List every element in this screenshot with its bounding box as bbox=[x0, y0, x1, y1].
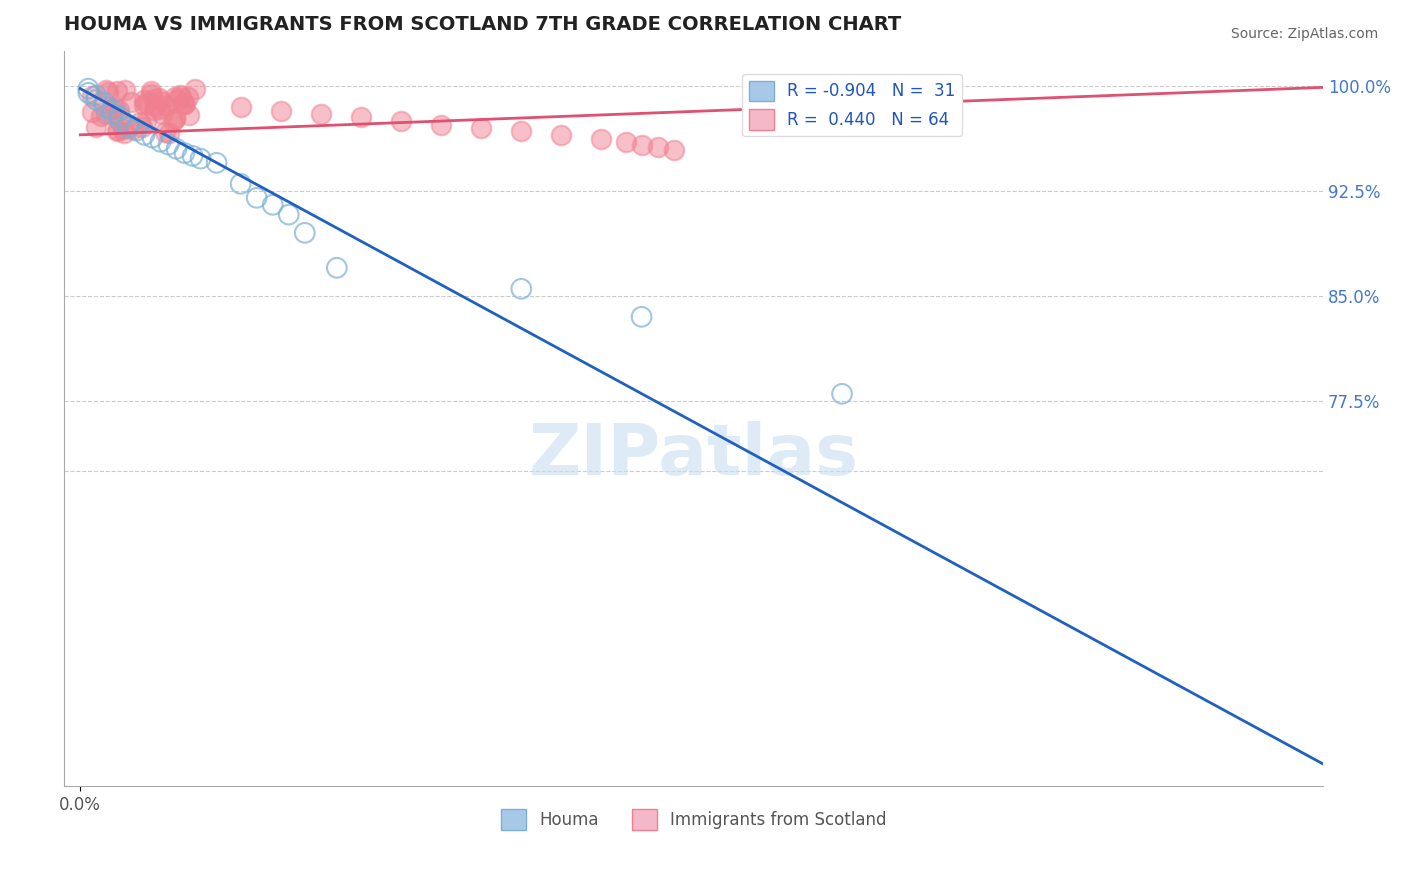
Point bbox=[294, 226, 316, 240]
Point bbox=[134, 98, 156, 112]
Point bbox=[135, 96, 157, 111]
Point bbox=[104, 101, 127, 115]
Point bbox=[163, 111, 186, 125]
Point bbox=[172, 95, 194, 110]
Point bbox=[181, 149, 204, 163]
Point bbox=[647, 140, 669, 154]
Point bbox=[173, 146, 195, 161]
Point bbox=[326, 260, 349, 275]
Point bbox=[831, 386, 853, 401]
Point bbox=[246, 191, 269, 205]
Point bbox=[170, 90, 193, 104]
Point bbox=[591, 132, 613, 146]
Point bbox=[131, 120, 153, 134]
Point bbox=[177, 108, 200, 122]
Point bbox=[550, 128, 572, 142]
Point bbox=[114, 83, 136, 97]
Point bbox=[184, 81, 207, 95]
Point bbox=[110, 110, 132, 124]
Point bbox=[162, 113, 184, 128]
Text: ZIPatlas: ZIPatlas bbox=[529, 420, 859, 490]
Point bbox=[84, 93, 107, 107]
Point bbox=[96, 82, 118, 96]
Point bbox=[84, 120, 107, 134]
Point bbox=[165, 93, 187, 107]
Point bbox=[77, 86, 100, 100]
Point bbox=[90, 109, 112, 123]
Point bbox=[82, 89, 104, 103]
Point bbox=[148, 91, 170, 105]
Point bbox=[93, 95, 115, 110]
Point bbox=[134, 128, 156, 142]
Point bbox=[614, 135, 637, 149]
Point bbox=[177, 89, 200, 103]
Point bbox=[430, 118, 453, 132]
Point bbox=[112, 126, 135, 140]
Point bbox=[112, 122, 135, 136]
Point bbox=[148, 102, 170, 116]
Point bbox=[169, 88, 191, 103]
Point bbox=[105, 124, 128, 138]
Point bbox=[165, 89, 187, 103]
Point bbox=[510, 123, 533, 137]
Point bbox=[129, 114, 152, 128]
Point bbox=[149, 135, 172, 149]
Point bbox=[150, 94, 173, 108]
Point bbox=[166, 142, 188, 156]
Point bbox=[350, 110, 373, 124]
Legend: Houma, Immigrants from Scotland: Houma, Immigrants from Scotland bbox=[494, 803, 893, 836]
Point bbox=[117, 120, 139, 135]
Point bbox=[270, 103, 292, 118]
Point bbox=[139, 87, 162, 101]
Point bbox=[205, 156, 228, 170]
Point bbox=[173, 96, 195, 111]
Point bbox=[82, 105, 104, 120]
Point bbox=[157, 137, 180, 152]
Point bbox=[277, 208, 299, 222]
Point bbox=[77, 81, 100, 95]
Point bbox=[163, 112, 186, 126]
Point bbox=[105, 84, 128, 98]
Point bbox=[662, 143, 685, 157]
Point bbox=[107, 122, 129, 136]
Text: Source: ZipAtlas.com: Source: ZipAtlas.com bbox=[1230, 27, 1378, 41]
Point bbox=[309, 107, 332, 121]
Point bbox=[141, 84, 163, 98]
Point bbox=[120, 95, 142, 110]
Point bbox=[157, 126, 180, 140]
Point bbox=[101, 107, 124, 121]
Point bbox=[389, 113, 412, 128]
Point bbox=[108, 103, 131, 118]
Point bbox=[173, 97, 195, 112]
Point bbox=[125, 123, 148, 137]
Point bbox=[142, 103, 165, 117]
Point bbox=[150, 107, 173, 121]
Point bbox=[117, 118, 139, 132]
Point bbox=[84, 88, 107, 103]
Point bbox=[121, 121, 143, 136]
Point bbox=[229, 177, 252, 191]
Text: HOUMA VS IMMIGRANTS FROM SCOTLAND 7TH GRADE CORRELATION CHART: HOUMA VS IMMIGRANTS FROM SCOTLAND 7TH GR… bbox=[65, 15, 901, 34]
Point bbox=[153, 126, 176, 140]
Point bbox=[132, 94, 155, 108]
Point bbox=[155, 99, 177, 113]
Point bbox=[110, 113, 132, 128]
Point bbox=[94, 107, 117, 121]
Point bbox=[470, 120, 492, 135]
Point bbox=[262, 198, 284, 212]
Point bbox=[143, 92, 166, 106]
Point bbox=[630, 137, 652, 152]
Point bbox=[135, 114, 157, 128]
Point bbox=[229, 100, 252, 114]
Point bbox=[630, 310, 652, 324]
Point bbox=[98, 103, 121, 117]
Point bbox=[93, 100, 115, 114]
Point bbox=[190, 152, 212, 166]
Point bbox=[97, 85, 120, 99]
Point bbox=[107, 113, 129, 128]
Point bbox=[145, 99, 167, 113]
Point bbox=[141, 130, 163, 145]
Point bbox=[510, 282, 533, 296]
Point bbox=[101, 103, 124, 117]
